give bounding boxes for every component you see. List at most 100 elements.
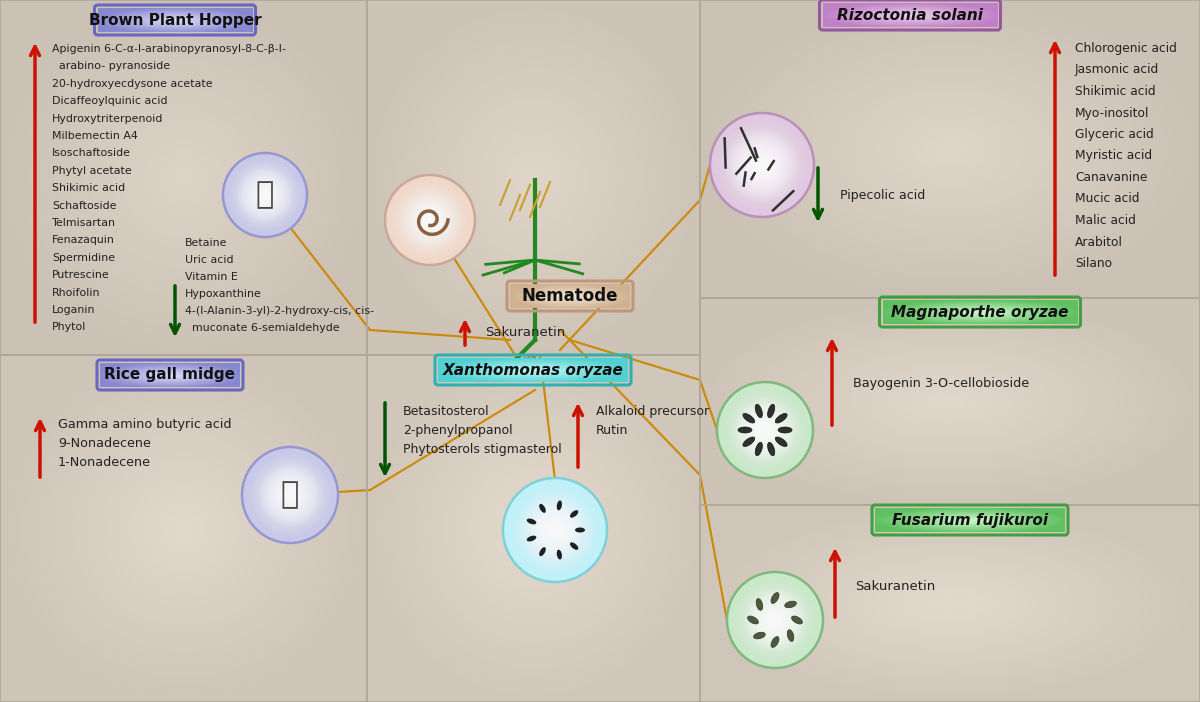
Circle shape (284, 489, 295, 501)
Circle shape (239, 169, 292, 221)
Circle shape (733, 136, 791, 194)
Circle shape (262, 192, 269, 199)
Text: Malic acid: Malic acid (1075, 214, 1136, 227)
Circle shape (733, 398, 797, 462)
Circle shape (425, 215, 436, 225)
Circle shape (538, 512, 572, 548)
Circle shape (527, 502, 583, 558)
Text: Mucic acid: Mucic acid (1075, 192, 1140, 206)
Circle shape (271, 476, 310, 514)
Circle shape (750, 154, 774, 176)
Text: Rice gall midge: Rice gall midge (104, 368, 235, 383)
Circle shape (245, 175, 286, 215)
Circle shape (408, 199, 451, 241)
Circle shape (734, 137, 790, 193)
Circle shape (755, 419, 775, 441)
Circle shape (743, 408, 787, 452)
Text: Apigenin 6-C-α-l-arabinopyranosyl-8-C-β-l-: Apigenin 6-C-α-l-arabinopyranosyl-8-C-β-… (52, 44, 286, 54)
Text: 1-Nonadecene: 1-Nonadecene (58, 456, 151, 469)
Ellipse shape (575, 527, 586, 533)
Circle shape (287, 492, 293, 498)
Circle shape (252, 182, 278, 208)
Circle shape (413, 203, 448, 237)
Text: Brown Plant Hopper: Brown Plant Hopper (89, 13, 262, 27)
Circle shape (422, 213, 437, 227)
Circle shape (754, 157, 770, 173)
Ellipse shape (743, 413, 755, 423)
Circle shape (521, 496, 589, 564)
Circle shape (424, 213, 437, 226)
Text: Sakuranetin: Sakuranetin (854, 579, 935, 592)
Circle shape (274, 479, 306, 511)
Ellipse shape (792, 616, 803, 624)
Circle shape (258, 187, 272, 203)
Circle shape (764, 609, 786, 630)
Circle shape (740, 405, 790, 455)
Circle shape (258, 463, 322, 526)
Circle shape (742, 407, 788, 453)
Ellipse shape (570, 510, 578, 517)
Circle shape (739, 404, 791, 456)
Ellipse shape (743, 437, 755, 446)
Circle shape (266, 472, 313, 518)
Ellipse shape (755, 442, 762, 456)
Circle shape (728, 132, 796, 198)
Circle shape (731, 134, 793, 196)
Text: Glyceric acid: Glyceric acid (1075, 128, 1153, 141)
Circle shape (282, 487, 298, 503)
Circle shape (727, 131, 797, 199)
Circle shape (761, 425, 770, 435)
Text: 9-Nonadecene: 9-Nonadecene (58, 437, 151, 450)
Circle shape (737, 402, 793, 458)
Text: Bayogenin 3-O-cellobioside: Bayogenin 3-O-cellobioside (853, 376, 1030, 390)
Circle shape (757, 603, 792, 637)
Circle shape (408, 197, 452, 242)
Circle shape (550, 525, 560, 535)
Circle shape (251, 180, 280, 209)
Text: Betaine: Betaine (185, 238, 228, 248)
Circle shape (286, 491, 294, 499)
Circle shape (535, 510, 575, 550)
Text: Vitamin E: Vitamin E (185, 272, 238, 282)
Circle shape (256, 186, 275, 204)
Circle shape (760, 424, 770, 436)
Circle shape (266, 471, 314, 519)
Circle shape (416, 206, 444, 234)
Circle shape (761, 164, 763, 166)
Text: Gamma amino butyric acid: Gamma amino butyric acid (58, 418, 232, 431)
Circle shape (271, 477, 308, 513)
Circle shape (250, 180, 280, 210)
Bar (700, 298, 1200, 505)
Circle shape (260, 190, 270, 200)
Circle shape (412, 202, 448, 238)
Circle shape (264, 469, 316, 521)
Text: Xanthomonas oryzae: Xanthomonas oryzae (443, 362, 624, 378)
Text: 2-phenylpropanol: 2-phenylpropanol (403, 424, 512, 437)
Circle shape (403, 193, 457, 247)
Circle shape (533, 508, 577, 552)
Circle shape (744, 147, 780, 183)
Circle shape (738, 403, 792, 457)
Circle shape (762, 607, 787, 633)
Circle shape (289, 494, 290, 496)
Circle shape (523, 498, 587, 562)
Circle shape (751, 154, 773, 176)
Circle shape (268, 473, 312, 517)
Text: Fusarium fujikuroi: Fusarium fujikuroi (892, 512, 1048, 527)
Text: Rhoifolin: Rhoifolin (52, 288, 101, 298)
Circle shape (410, 200, 450, 240)
Circle shape (732, 135, 792, 195)
Circle shape (288, 493, 292, 497)
Circle shape (763, 428, 767, 432)
Circle shape (526, 501, 584, 559)
Circle shape (415, 206, 444, 234)
Circle shape (756, 421, 774, 439)
Circle shape (540, 515, 570, 545)
Circle shape (259, 189, 271, 201)
Circle shape (264, 194, 266, 196)
Circle shape (532, 507, 578, 553)
Circle shape (751, 596, 799, 644)
Circle shape (750, 415, 780, 445)
Circle shape (772, 617, 778, 623)
Text: Dicaffeoylquinic acid: Dicaffeoylquinic acid (52, 96, 168, 106)
